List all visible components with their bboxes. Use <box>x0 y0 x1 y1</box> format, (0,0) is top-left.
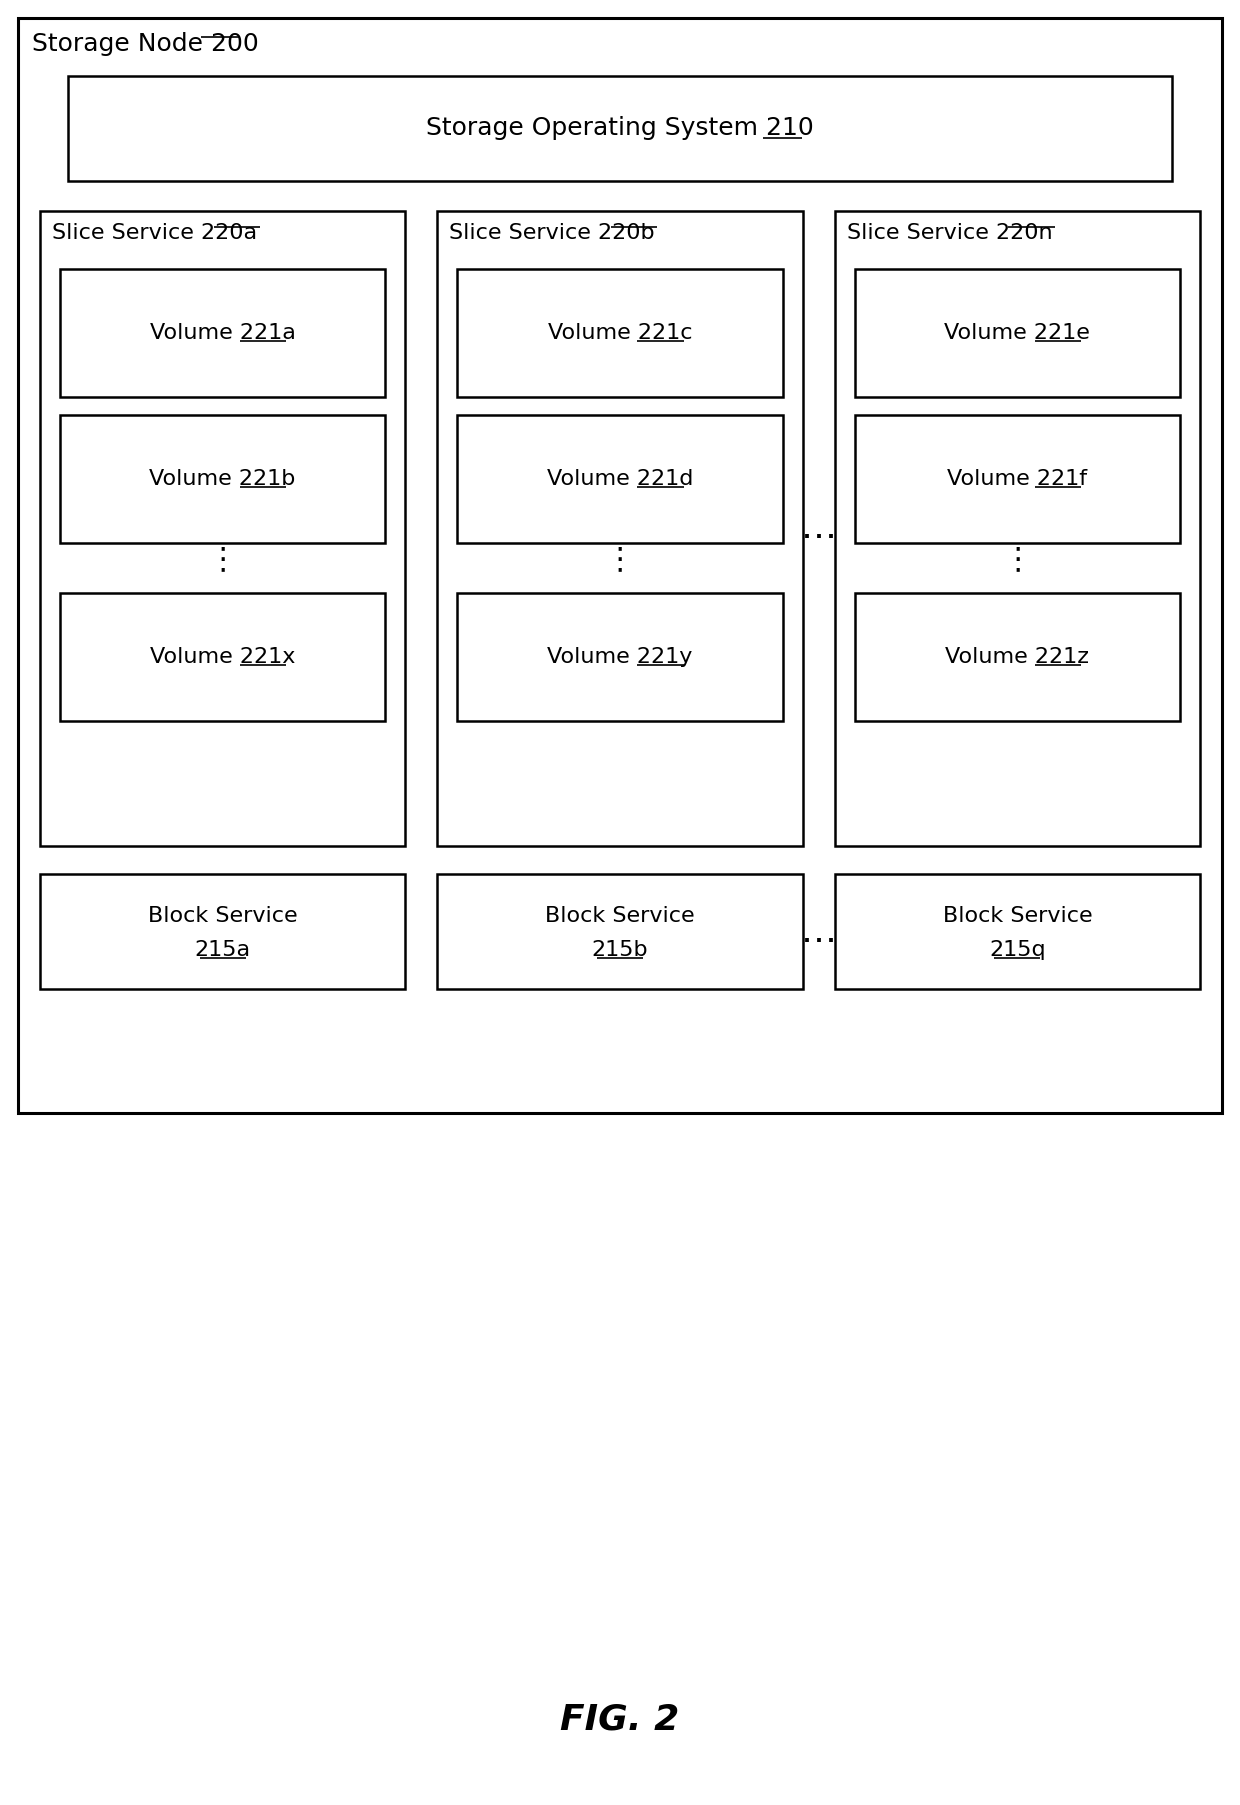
Text: Volume 221f: Volume 221f <box>947 469 1087 489</box>
Bar <box>458 269 782 397</box>
Text: Slice Service 220b: Slice Service 220b <box>449 224 655 244</box>
Text: Volume 221y: Volume 221y <box>547 646 693 668</box>
Text: FIG. 2: FIG. 2 <box>560 1702 680 1736</box>
Bar <box>458 415 782 543</box>
Text: 215q: 215q <box>990 939 1045 960</box>
Text: 215a: 215a <box>195 939 250 960</box>
Text: ⋮: ⋮ <box>207 545 238 574</box>
Text: …: … <box>801 511 837 545</box>
Bar <box>60 415 386 543</box>
Bar <box>854 594 1180 720</box>
Bar <box>854 269 1180 397</box>
Text: Slice Service 220a: Slice Service 220a <box>52 224 257 244</box>
Text: Volume 221c: Volume 221c <box>548 323 692 343</box>
Bar <box>68 76 1172 180</box>
Text: 215b: 215b <box>591 939 649 960</box>
Text: Block Service: Block Service <box>148 906 298 926</box>
Bar <box>438 874 802 989</box>
Bar <box>835 874 1200 989</box>
Text: Storage Node 200: Storage Node 200 <box>32 32 259 56</box>
Text: Volume 221b: Volume 221b <box>150 469 296 489</box>
Text: Block Service: Block Service <box>942 906 1092 926</box>
Bar <box>40 211 405 847</box>
Bar <box>438 211 802 847</box>
Bar <box>854 415 1180 543</box>
Text: …: … <box>801 915 837 948</box>
Text: Volume 221z: Volume 221z <box>945 646 1089 668</box>
Text: ⋮: ⋮ <box>605 545 635 574</box>
Bar <box>60 269 386 397</box>
Text: ⋮: ⋮ <box>1002 545 1033 574</box>
Bar <box>60 594 386 720</box>
Bar <box>835 211 1200 847</box>
Text: Volume 221x: Volume 221x <box>150 646 295 668</box>
Text: Volume 221d: Volume 221d <box>547 469 693 489</box>
Text: Storage Operating System 210: Storage Operating System 210 <box>427 117 813 141</box>
Text: Block Service: Block Service <box>546 906 694 926</box>
Bar <box>458 594 782 720</box>
Text: Slice Service 220n: Slice Service 220n <box>847 224 1053 244</box>
Bar <box>40 874 405 989</box>
Text: Volume 221e: Volume 221e <box>945 323 1090 343</box>
Bar <box>19 18 1221 1114</box>
Text: Volume 221a: Volume 221a <box>150 323 295 343</box>
